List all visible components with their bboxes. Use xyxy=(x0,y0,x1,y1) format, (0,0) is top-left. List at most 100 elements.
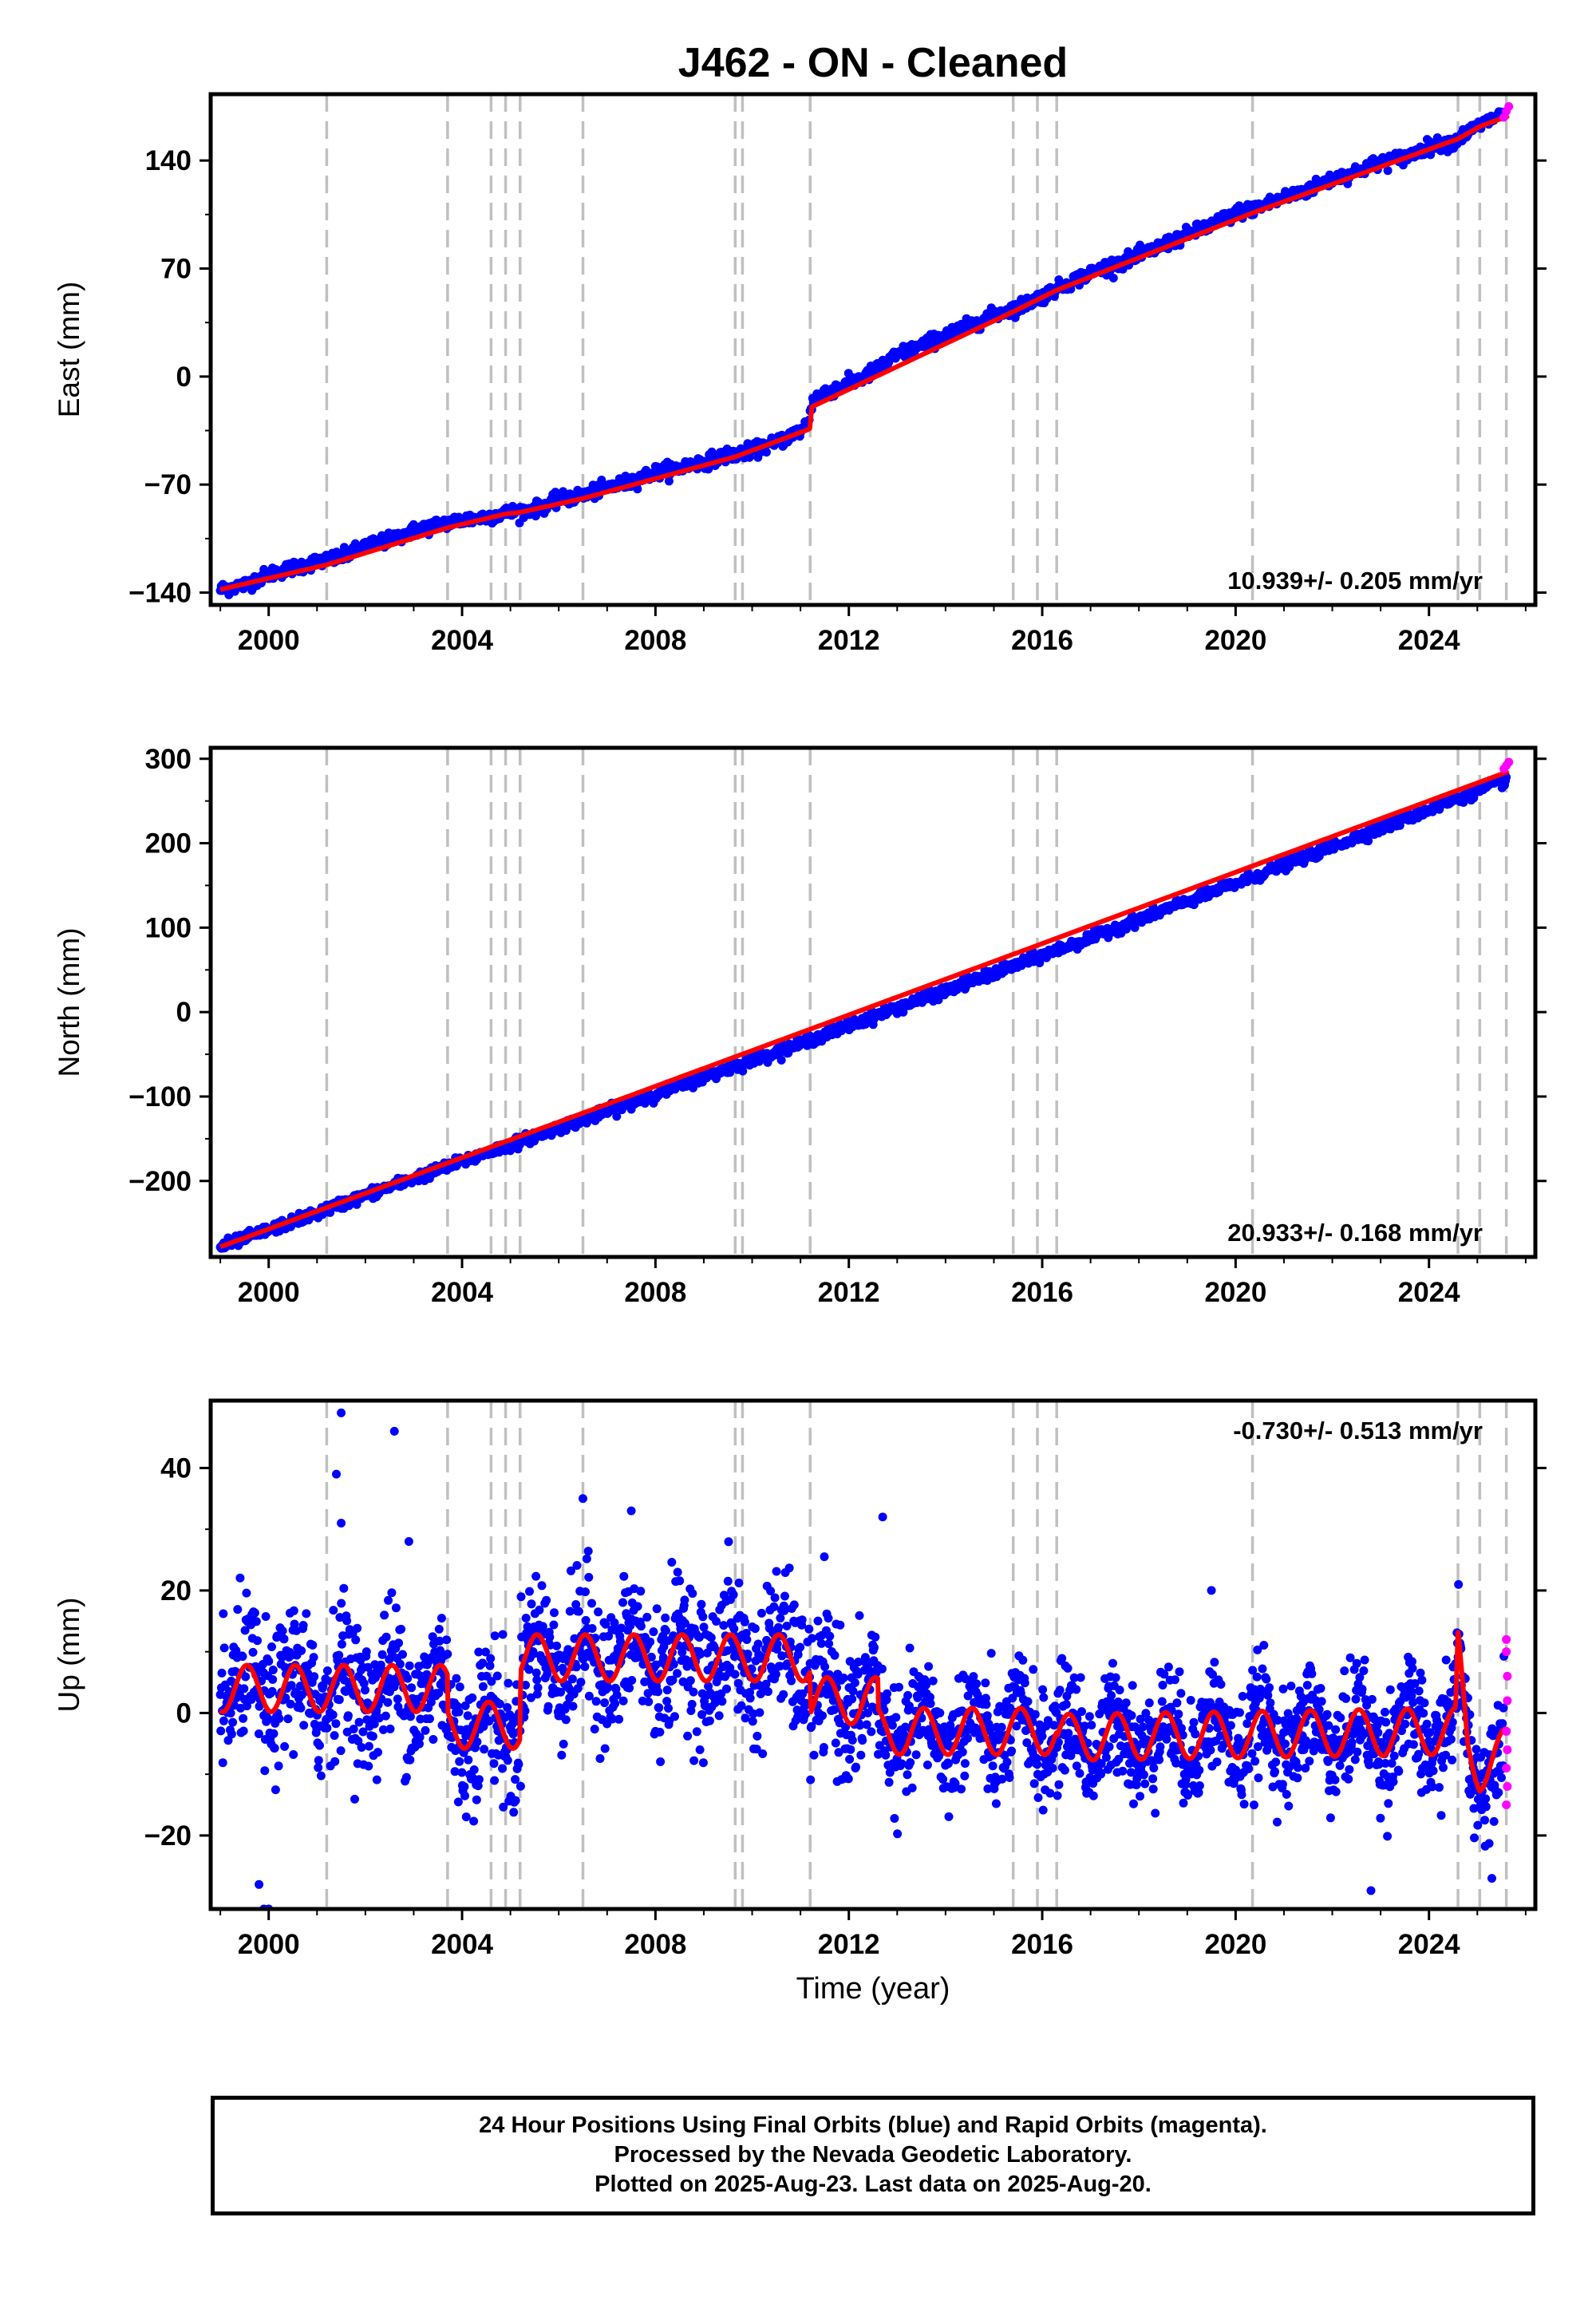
up-final-point xyxy=(723,1576,733,1586)
up-final-point xyxy=(532,1675,542,1685)
up-final-point xyxy=(935,1708,945,1717)
up-final-point xyxy=(532,1690,542,1699)
up-final-point xyxy=(318,1681,328,1690)
up-final-point xyxy=(280,1741,290,1751)
up-final-point xyxy=(1072,1685,1081,1694)
up-final-point xyxy=(619,1571,629,1581)
up-final-point xyxy=(514,1760,523,1769)
up-final-point xyxy=(489,1759,499,1769)
up-final-point xyxy=(673,1669,682,1678)
up-final-point xyxy=(830,1650,839,1660)
up-final-point xyxy=(457,1768,467,1777)
up-final-point xyxy=(845,1754,855,1764)
up-final-point xyxy=(247,1695,256,1704)
up-final-point xyxy=(267,1686,277,1696)
up-final-point xyxy=(642,1612,652,1622)
up-final-point xyxy=(655,1727,665,1737)
up-final-point xyxy=(286,1681,296,1690)
up-final-point xyxy=(847,1694,857,1704)
north-ytick-label: 200 xyxy=(145,828,192,860)
up-final-point xyxy=(364,1761,373,1771)
up-final-point xyxy=(243,1701,251,1711)
up-final-point xyxy=(582,1554,591,1563)
up-final-point xyxy=(1038,1685,1048,1694)
up-final-point xyxy=(683,1731,693,1741)
up-final-point xyxy=(587,1599,596,1608)
up-final-point xyxy=(1084,1712,1094,1721)
up-final-point xyxy=(725,1663,735,1673)
up-final-point xyxy=(1029,1665,1038,1674)
up-final-point xyxy=(339,1583,349,1593)
up-final-point xyxy=(296,1703,306,1713)
up-final-point xyxy=(274,1761,283,1771)
up-final-point xyxy=(610,1618,619,1627)
east-xtick-label: 2000 xyxy=(238,625,300,656)
north-xtick-label: 2004 xyxy=(431,1277,493,1308)
up-final-point xyxy=(689,1687,698,1697)
up-final-point xyxy=(958,1747,967,1757)
east-xtick-label: 2008 xyxy=(624,625,686,656)
up-final-point xyxy=(393,1694,402,1704)
up-final-point xyxy=(699,1622,709,1632)
up-final-point xyxy=(1039,1693,1049,1702)
up-final-point xyxy=(310,1672,319,1682)
up-final-point xyxy=(426,1697,436,1707)
up-final-point xyxy=(228,1717,238,1727)
up-final-point xyxy=(1030,1709,1040,1719)
up-final-point xyxy=(745,1694,755,1703)
up-final-point xyxy=(780,1591,789,1601)
up-final-point xyxy=(654,1687,662,1697)
up-final-point xyxy=(757,1608,766,1618)
up-final-point xyxy=(581,1615,591,1625)
up-final-point xyxy=(535,1605,544,1614)
up-final-point xyxy=(250,1608,259,1618)
up-final-point xyxy=(618,1696,628,1705)
up-final-point xyxy=(368,1732,377,1741)
up-final-point xyxy=(542,1595,551,1605)
up-final-point xyxy=(818,1711,827,1721)
up-final-point xyxy=(839,1674,848,1682)
up-final-point xyxy=(1061,1700,1071,1709)
up-final-point xyxy=(903,1770,912,1780)
east-final-point xyxy=(1383,166,1393,176)
up-final-point xyxy=(381,1711,390,1721)
up-final-point xyxy=(692,1727,701,1737)
up-final-point xyxy=(587,1624,597,1633)
up-final-point xyxy=(268,1675,278,1684)
up-final-point xyxy=(358,1727,368,1737)
up-final-point xyxy=(1029,1779,1039,1788)
up-plot-area xyxy=(215,1401,1512,1909)
up-final-point xyxy=(603,1683,613,1692)
up-final-point xyxy=(428,1632,437,1642)
up-final-point xyxy=(290,1619,299,1629)
up-final-point xyxy=(531,1571,541,1581)
up-final-point xyxy=(260,1766,270,1776)
up-final-point xyxy=(557,1750,567,1760)
up-final-point xyxy=(298,1621,308,1630)
up-final-point xyxy=(329,1606,338,1615)
up-final-point xyxy=(343,1711,353,1721)
up-final-point xyxy=(584,1572,594,1582)
up-final-point xyxy=(523,1622,532,1631)
north-rate-label: 20.933+/- 0.168 mm/yr xyxy=(1227,1219,1483,1247)
up-final-point xyxy=(1033,1793,1043,1802)
north-plot-area xyxy=(215,748,1514,1257)
up-final-point xyxy=(595,1754,605,1763)
up-final-point xyxy=(286,1699,295,1709)
east-ytick-label: −140 xyxy=(128,578,192,609)
up-final-point xyxy=(463,1711,472,1721)
up-final-point xyxy=(654,1703,664,1713)
up-final-point xyxy=(960,1759,970,1769)
up-final-point xyxy=(434,1689,444,1697)
up-final-point xyxy=(766,1587,776,1595)
up-final-point xyxy=(798,1689,808,1698)
up-final-point xyxy=(1048,1764,1057,1773)
up-final-point xyxy=(710,1698,720,1708)
up-final-point xyxy=(661,1613,670,1622)
up-final-point xyxy=(233,1605,243,1614)
up-final-point xyxy=(906,1758,915,1767)
up-final-point xyxy=(696,1650,705,1659)
north-xtick-label: 2016 xyxy=(1011,1277,1073,1308)
